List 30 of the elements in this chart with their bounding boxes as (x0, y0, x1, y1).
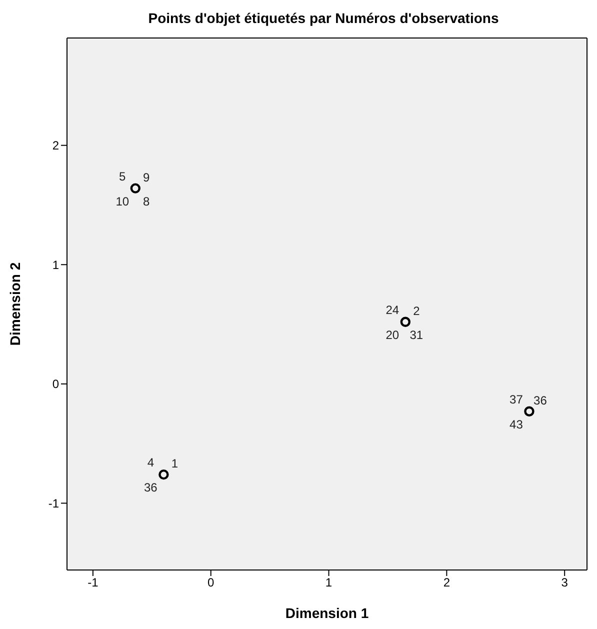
annotation: 20 (386, 328, 400, 342)
annotation: 1 (171, 456, 178, 471)
point (130, 183, 140, 194)
y-axis-title: Dimension 2 (6, 262, 23, 346)
x-tick-label: 0 (208, 576, 215, 590)
annotation: 37 (510, 392, 524, 407)
annotation: 5 (119, 169, 126, 184)
y-tick-label: 2 (52, 138, 60, 153)
annotation: 10 (116, 194, 130, 208)
x-tick-label: -1 (88, 576, 99, 590)
annotation: 4 (147, 456, 154, 470)
x-tick-label: 3 (561, 576, 568, 590)
annotation: 36 (144, 480, 158, 495)
annotation: 31 (410, 328, 424, 342)
x-tick-label: 1 (325, 576, 332, 590)
annotation: 2 (413, 304, 420, 318)
x-axis-title: Dimension 1 (285, 605, 369, 621)
annotation: 43 (510, 418, 524, 432)
chart-title: Points d'objet étiquetés par Numéros d'observations (147, 9, 500, 28)
y-tick-label: 0 (52, 377, 60, 392)
y-tick-label: 1 (52, 258, 60, 272)
point (158, 469, 169, 480)
point (524, 406, 534, 416)
x-tick-label: 2 (443, 576, 450, 590)
annotation: 9 (143, 170, 150, 184)
annotation: 24 (386, 303, 400, 318)
y-tick-label: -1 (48, 496, 60, 510)
annotation: 8 (143, 194, 150, 208)
annotation: 36 (534, 394, 548, 408)
point (400, 316, 411, 327)
